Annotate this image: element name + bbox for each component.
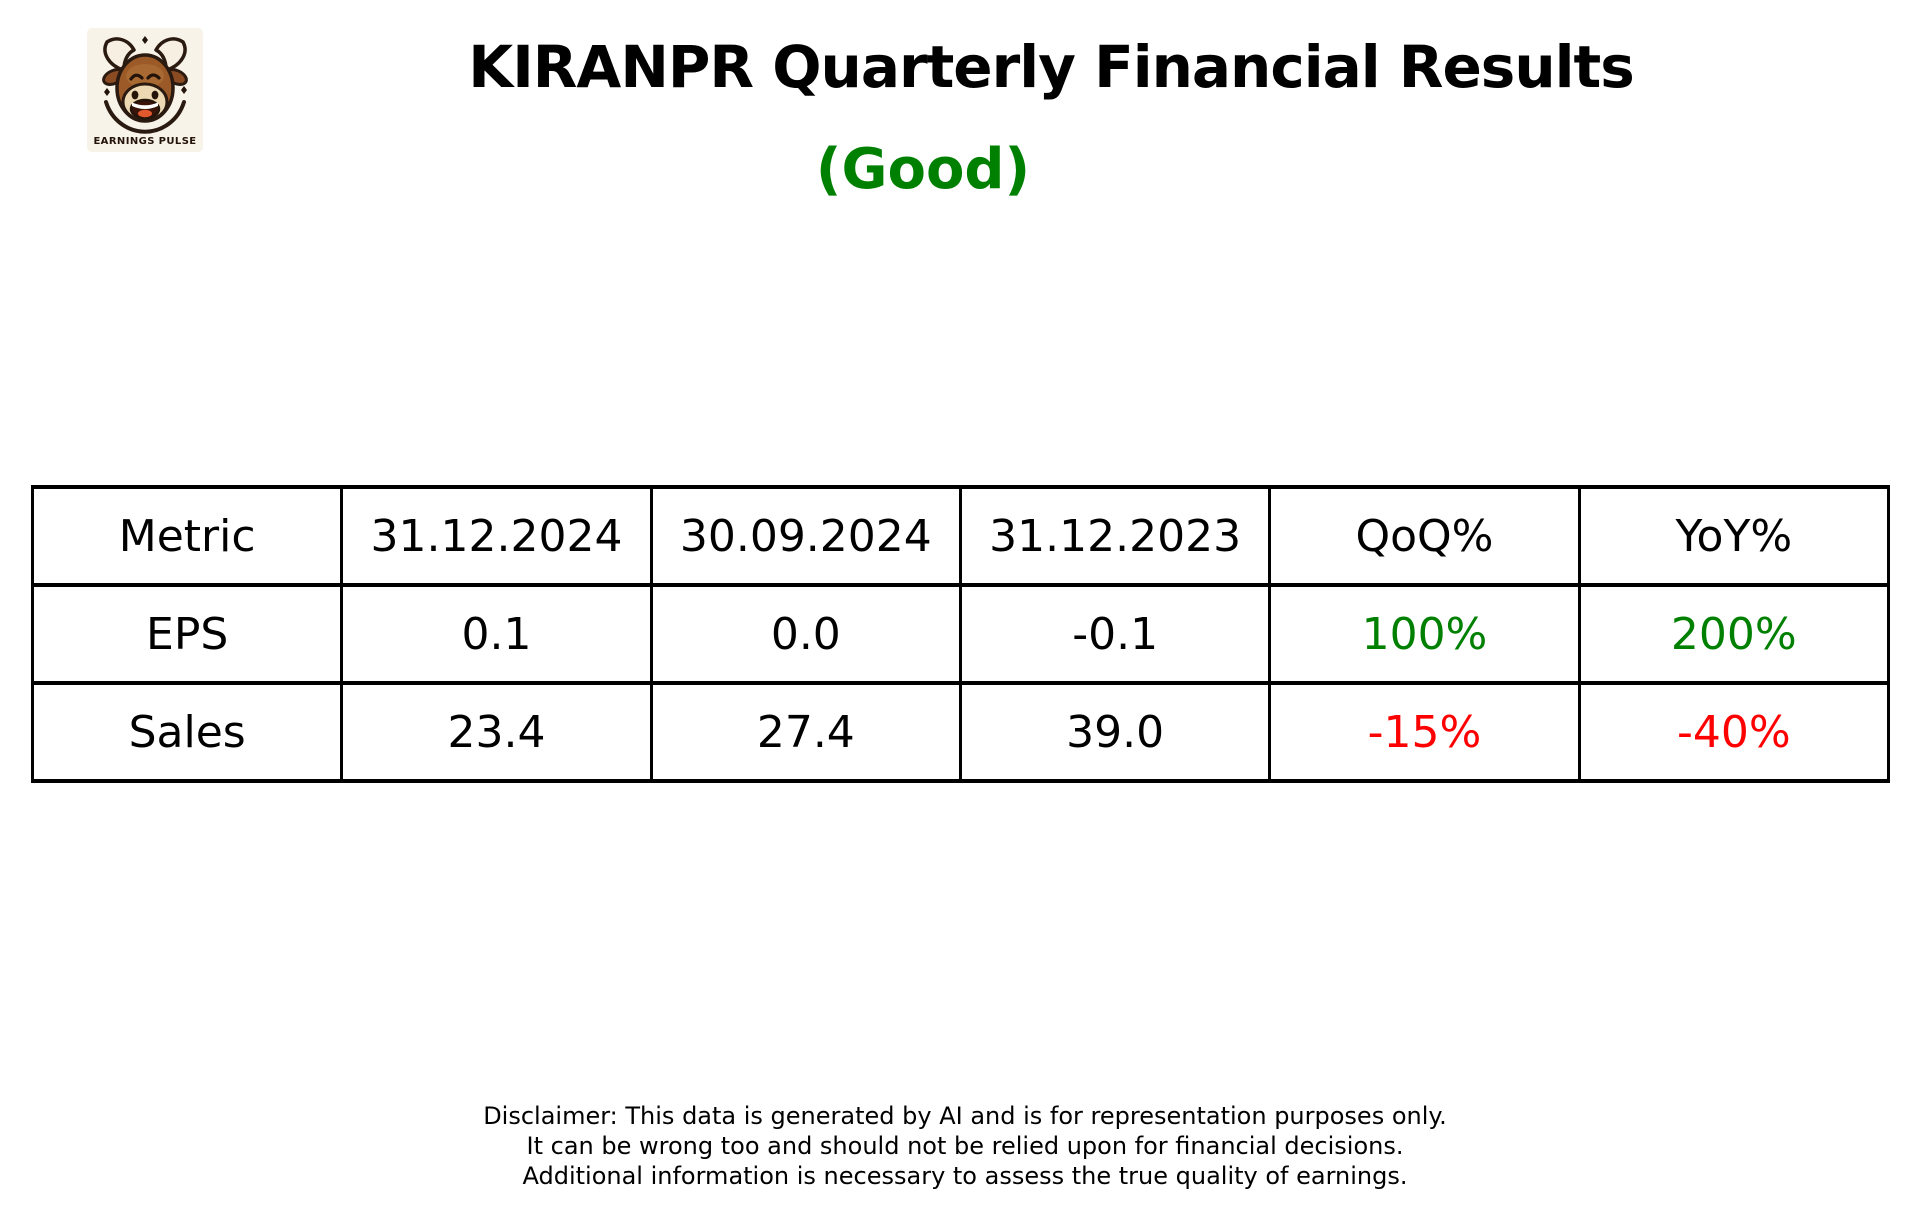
- cell-sales-yoy: -40%: [1577, 681, 1891, 783]
- disclaimer-line: Additional information is necessary to a…: [522, 1162, 1408, 1190]
- column-header-yoy: YoY%: [1577, 485, 1891, 587]
- column-header-q-current: 31.12.2024: [340, 485, 653, 587]
- sparkle-icon: [104, 88, 110, 96]
- horn-right: [154, 37, 187, 72]
- cell-eps-metric: EPS: [30, 583, 344, 685]
- cell-eps-q-previous: 0.0: [649, 583, 962, 685]
- disclaimer-line: Disclaimer: This data is generated by AI…: [483, 1102, 1447, 1130]
- tongue: [138, 109, 152, 118]
- sparkle-icon: [181, 86, 187, 94]
- page-title: KIRANPR Quarterly Financial Results: [468, 33, 1634, 101]
- eye-right: [146, 73, 161, 80]
- logo-brand-text: EARNINGS PULSE: [93, 136, 197, 147]
- logo-arc: [104, 100, 186, 134]
- horn-left: [103, 37, 136, 72]
- results-table: Metric 31.12.2024 30.09.2024 31.12.2023 …: [30, 485, 1891, 783]
- nostril-left: [131, 90, 139, 100]
- table-row-eps: EPS 0.1 0.0 -0.1 100% 200%: [30, 583, 1891, 685]
- cell-eps-q-yearago: -0.1: [958, 583, 1272, 685]
- cell-sales-metric: Sales: [30, 681, 344, 783]
- nostril-right: [151, 90, 159, 100]
- cell-eps-q-current: 0.1: [340, 583, 653, 685]
- column-header-metric: Metric: [30, 485, 344, 587]
- column-header-q-yearago: 31.12.2023: [958, 485, 1272, 587]
- bull-icon: [102, 36, 188, 134]
- disclaimer-line: It can be wrong too and should not be re…: [526, 1132, 1404, 1160]
- column-header-q-previous: 30.09.2024: [649, 485, 962, 587]
- teeth: [132, 102, 158, 109]
- table-row-sales: Sales 23.4 27.4 39.0 -15% -40%: [30, 681, 1891, 783]
- cell-eps-qoq: 100%: [1268, 583, 1581, 685]
- brand-logo: EARNINGS PULSE: [87, 28, 203, 152]
- column-header-qoq: QoQ%: [1268, 485, 1581, 587]
- cell-sales-q-previous: 27.4: [649, 681, 962, 783]
- eye-left: [129, 73, 144, 81]
- cell-sales-qoq: -15%: [1268, 681, 1581, 783]
- sparkle-icon: [142, 36, 148, 44]
- cell-sales-q-yearago: 39.0: [958, 681, 1272, 783]
- table-header-row: Metric 31.12.2024 30.09.2024 31.12.2023 …: [30, 485, 1891, 587]
- cell-sales-q-current: 23.4: [340, 681, 653, 783]
- bull-forehead: [126, 64, 164, 88]
- disclaimer: Disclaimer: This data is generated by AI…: [483, 1101, 1447, 1191]
- result-verdict: (Good): [815, 137, 1031, 202]
- cell-eps-yoy: 200%: [1577, 583, 1891, 685]
